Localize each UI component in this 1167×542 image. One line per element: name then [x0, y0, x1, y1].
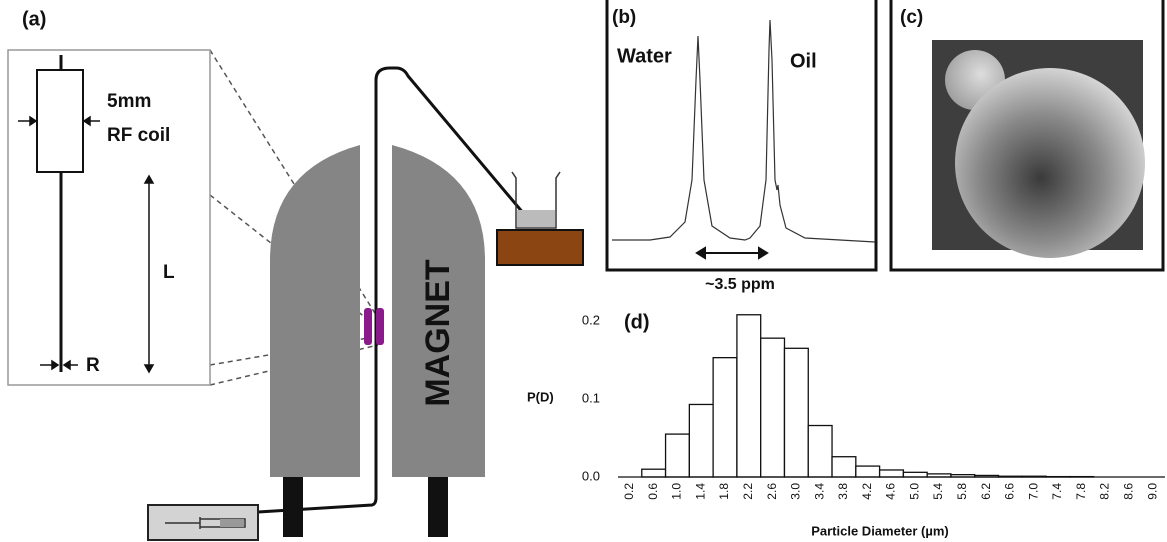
rf-coil — [37, 70, 83, 172]
x-tick-label: 8.2 — [1098, 483, 1112, 500]
y-tick-label: 0.2 — [582, 312, 600, 327]
bar — [689, 404, 713, 477]
x-tick-label: 1.4 — [693, 483, 707, 500]
x-tick-label: 6.6 — [1003, 483, 1017, 500]
magnet-leg — [428, 477, 448, 537]
x-tick-label: 2.6 — [765, 483, 779, 500]
bar — [713, 358, 737, 477]
bar — [642, 469, 666, 477]
coil-marker — [376, 308, 384, 345]
x-tick-label: 7.4 — [1050, 483, 1064, 500]
x-tick-label: 2.2 — [741, 483, 755, 500]
magnet-left — [270, 145, 360, 477]
x-tick-label: 0.6 — [646, 483, 660, 500]
stand — [497, 230, 583, 265]
bar — [856, 466, 880, 477]
panel-label: (a) — [22, 8, 46, 30]
x-axis-title: Particle Diameter (µm) — [811, 523, 949, 538]
bar — [880, 470, 904, 477]
spectrum-box — [607, 0, 876, 270]
x-tick-label: 0.2 — [622, 483, 636, 500]
syringe-fluid — [220, 519, 244, 527]
x-tick-label: 8.6 — [1121, 483, 1135, 500]
bar — [903, 472, 927, 477]
coil-marker — [364, 308, 372, 345]
bar — [761, 338, 785, 477]
x-tick-label: 1.8 — [717, 483, 731, 500]
figure: (a) 5mm RF coil L R MAGNET (b) Water Oil… — [0, 0, 1167, 542]
x-tick-label: 3.0 — [789, 483, 803, 500]
x-tick-label: 5.0 — [907, 483, 921, 500]
panel-label: (b) — [612, 7, 636, 28]
bar — [737, 315, 761, 477]
y-tick-label: 0.0 — [582, 468, 600, 483]
x-tick-label: 5.8 — [955, 483, 969, 500]
shift-label: ~3.5 ppm — [705, 276, 775, 293]
histogram: 0.0 0.1 0.2 0.2 0.6 1.0 1.4 1.8 2.2 2.6 3.0 3.4 3.8 4… — [582, 312, 1165, 499]
magnet-leg — [283, 477, 303, 537]
x-tick-label: 3.4 — [812, 483, 826, 500]
beaker-fluid — [517, 210, 555, 227]
x-tick-label: 9.0 — [1145, 483, 1159, 500]
x-tick-label: 7.8 — [1074, 483, 1088, 500]
radius-label: R — [86, 355, 100, 376]
x-tick-label: 4.2 — [860, 483, 874, 500]
x-tick-label: 6.2 — [979, 483, 993, 500]
bar — [832, 457, 856, 477]
magnet-label: MAGNET — [419, 259, 457, 407]
panel-label: (d) — [624, 311, 650, 333]
x-tick-label: 7.0 — [1026, 483, 1040, 500]
x-tick-label: 4.6 — [884, 483, 898, 500]
peak-label: Water — [617, 45, 672, 67]
x-tick-label: 5.4 — [931, 483, 945, 500]
bar — [808, 426, 832, 477]
bar — [666, 434, 690, 477]
bar — [784, 348, 808, 477]
length-label: L — [163, 262, 175, 283]
peak-label: Oil — [790, 50, 817, 72]
droplet — [955, 68, 1145, 258]
coil-size: 5mm — [107, 91, 151, 112]
panel-label: (c) — [900, 7, 923, 28]
y-axis-title: P(D) — [527, 389, 554, 404]
x-tick-label: 3.8 — [836, 483, 850, 500]
x-tick-label: 1.0 — [670, 483, 684, 500]
coil-name: RF coil — [107, 125, 170, 146]
y-tick-label: 0.1 — [582, 390, 600, 405]
